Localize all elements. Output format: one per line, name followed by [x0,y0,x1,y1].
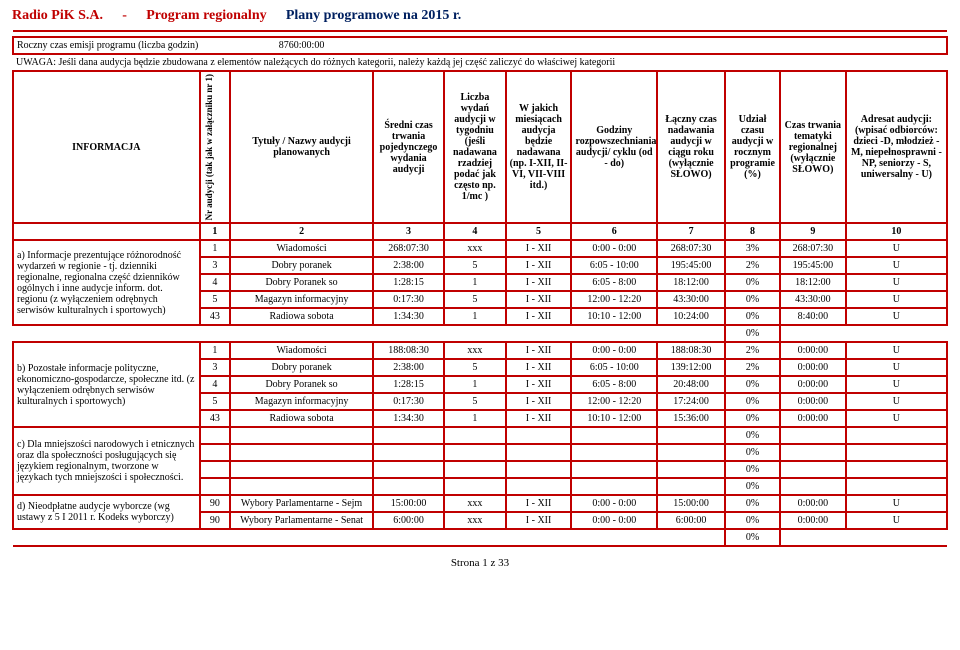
table-row: d) Nieodpłatne audycje wyborcze (wg usta… [13,495,947,512]
spacer-after-d: 0% [13,529,947,546]
section-c-label: c) Dla mniejszości narodowych i etniczny… [13,427,200,495]
section-a-label: a) Informacje prezentujące różnorodność … [13,240,200,325]
emisji-label: Roczny czas emisji programu (liczba godz… [13,37,230,54]
col-tytuly: Tytuły / Nazwy audycji planowanych [230,71,373,223]
col-laczny: Łączny czas nadawania audycji w ciągu ro… [657,71,725,223]
page-footer: Strona 1 z 33 [12,557,948,569]
title-line: Radio PiK S.A. - Program regionalny Plan… [12,8,948,24]
uwaga-row: UWAGA: Jeśli dana audycja będzie zbudowa… [13,54,947,71]
col-wjakich: W jakich miesiącach audycja będzie nadaw… [506,71,572,223]
col-udzial: Udział czasu audycji w rocznym programie… [725,71,780,223]
col-sredni: Średni czas trwania pojedynczego wydania… [373,71,444,223]
emisji-row: Roczny czas emisji programu (liczba godz… [13,37,947,54]
emisji-value: 8760:00:00 [230,37,373,54]
uwaga-text: UWAGA: Jeśli dana audycja będzie zbudowa… [13,54,947,71]
section-d-label: d) Nieodpłatne audycje wyborcze (wg usta… [13,495,200,529]
col-czas: Czas trwania tematyki regionalnej (wyłąc… [780,71,846,223]
spacer-after-a: 0% [13,325,947,342]
table-row: c) Dla mniejszości narodowych i etniczny… [13,427,947,444]
plans-label: Plany programowe na 2015 r. [286,8,461,23]
number-row: 1 2 3 4 5 6 7 8 9 10 [13,223,947,240]
col-informacja: INFORMACJA [13,71,200,223]
section-b-label: b) Pozostałe informacje polityczne, ekon… [13,342,200,427]
col-liczba: Liczba wydań audycji w tygodniu (jeśli n… [444,71,505,223]
table-row: a) Informacje prezentujące różnorodność … [13,240,947,257]
program-label: Program regionalny [146,8,266,23]
header-row: INFORMACJA Nr audycji (tak jak w załączn… [13,71,947,223]
table-row: b) Pozostałe informacje polityczne, ekon… [13,342,947,359]
company-name: Radio PiK S.A. [12,8,103,23]
main-table: Roczny czas emisji programu (liczba godz… [12,30,948,547]
dash: - [122,8,127,23]
col-nr: Nr audycji (tak jak w załączniku nr 1) [204,74,214,220]
col-adresat: Adresat audycji: (wpisać odbiorców: dzie… [846,71,947,223]
col-godziny: Godziny rozpowszechniania audycji/ cyklu… [571,71,657,223]
